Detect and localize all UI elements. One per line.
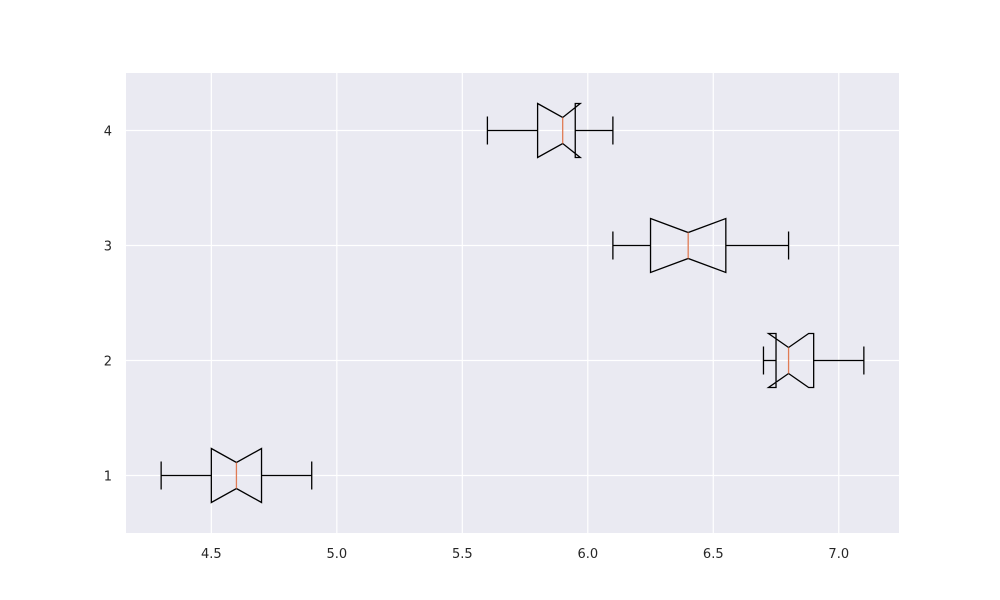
box-4 [486, 102, 614, 159]
x-tick-label: 5.5 [452, 547, 473, 562]
y-tick-label: 1 [104, 470, 112, 485]
box-1 [160, 447, 313, 504]
x-tick-label: 6.0 [577, 547, 598, 562]
y-tick-label: 4 [104, 125, 112, 140]
x-tick-label: 5.0 [326, 547, 347, 562]
y-tick-label: 3 [104, 240, 112, 255]
y-tick-label: 2 [104, 355, 112, 370]
plot-area [126, 73, 899, 533]
x-tick-label: 4.5 [201, 547, 222, 562]
boxes-group [160, 102, 865, 504]
y-axis-ticks: 1 2 3 4 [104, 125, 112, 485]
x-tick-label: 6.5 [703, 547, 724, 562]
box-2 [762, 332, 865, 389]
notched-box [766, 332, 815, 389]
notched-box [536, 102, 583, 159]
x-axis-ticks: 4.5 5.0 5.5 6.0 6.5 7.0 [201, 547, 849, 562]
box-3 [612, 217, 790, 274]
x-tick-label: 7.0 [828, 547, 849, 562]
